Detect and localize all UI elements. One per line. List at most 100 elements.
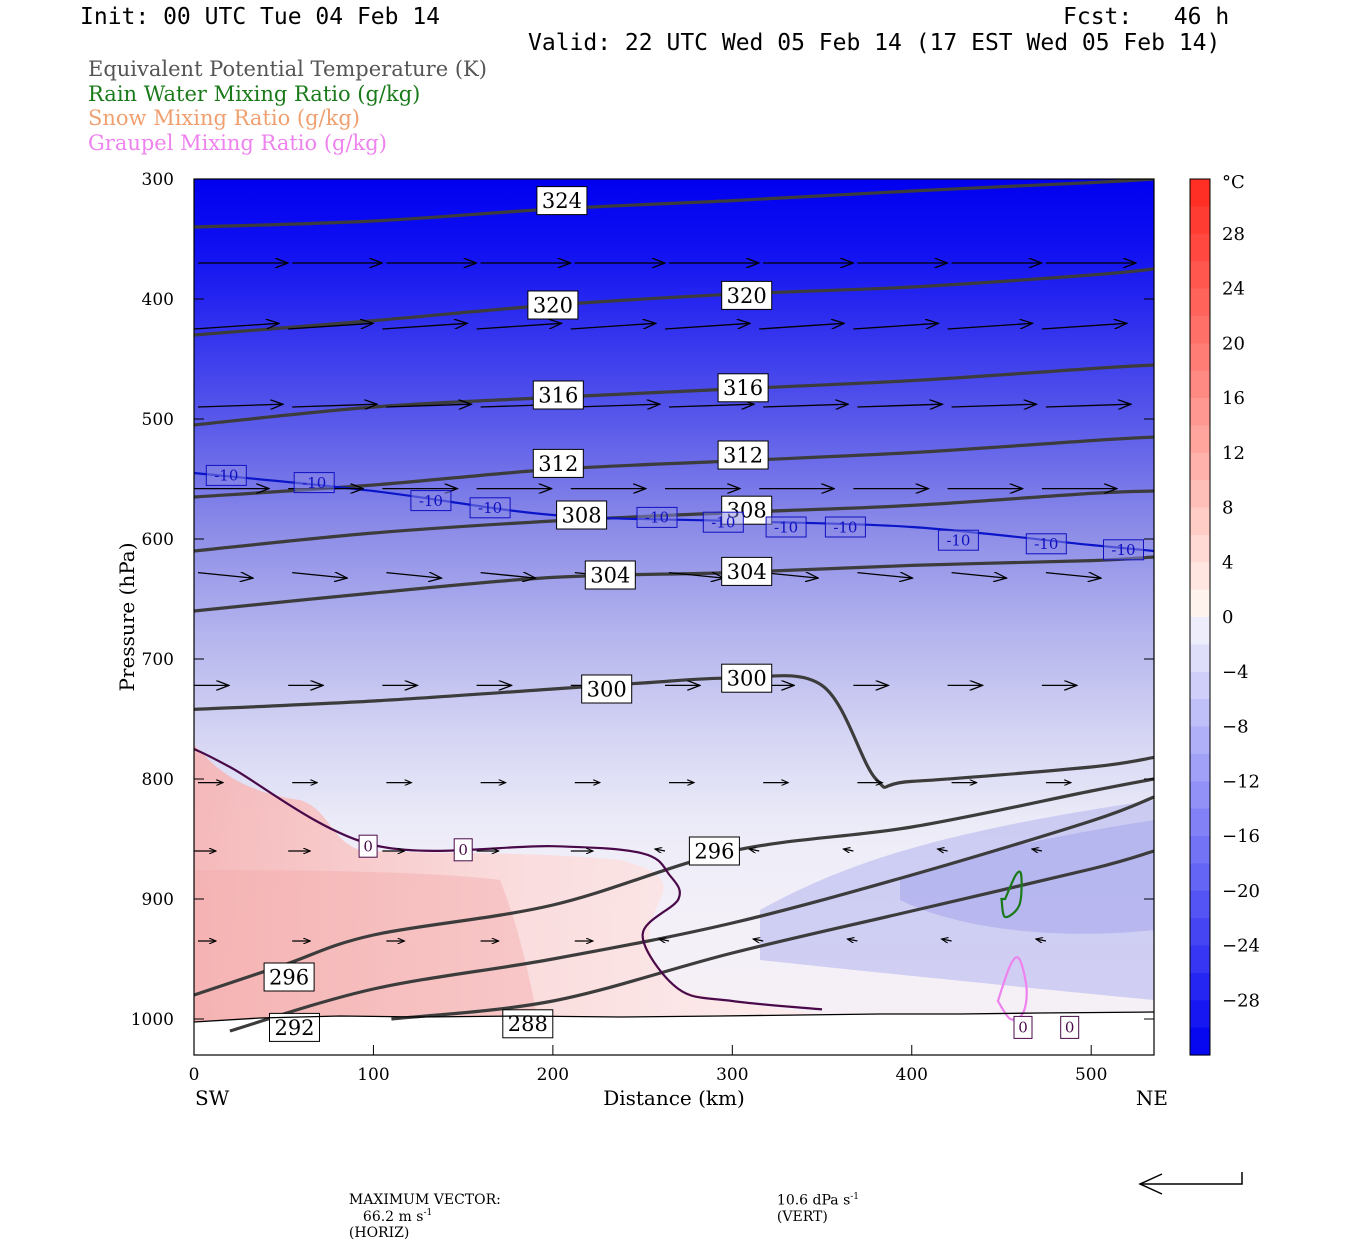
colorbar-swatch <box>1190 918 1210 947</box>
x-tick-label: 100 <box>357 1065 389 1085</box>
x-axis-right-end-label: NE <box>1136 1086 1168 1110</box>
colorbar-swatch <box>1190 534 1210 563</box>
contour-label: -10 <box>702 511 744 533</box>
wind-vector <box>942 939 952 941</box>
wind-vector <box>763 573 818 579</box>
contour-label-text: -10 <box>711 514 735 532</box>
contour-label-text: 300 <box>727 667 767 691</box>
y-tick-label: 900 <box>142 890 174 910</box>
contour-label: 300 <box>581 674 633 704</box>
reference-vector-arrow <box>1138 1172 1243 1195</box>
colorbar-tick-label: 28 <box>1222 224 1245 245</box>
wind-vector <box>659 939 670 941</box>
colorbar-tick-label: 12 <box>1222 443 1245 464</box>
contour-label: -10 <box>1025 533 1067 555</box>
wind-vector <box>1045 404 1131 407</box>
contour-label: 296 <box>688 836 740 866</box>
horiz-vector-suffix: (HORIZ) <box>348 1224 410 1241</box>
contour-label: 0 <box>358 834 378 858</box>
contour-label: 312 <box>532 448 584 478</box>
colorbar-swatch <box>1190 753 1210 782</box>
colorbar-swatch <box>1190 836 1210 864</box>
x-axis-label: Distance (km) <box>603 1086 745 1110</box>
contour-label-text: -10 <box>214 467 238 485</box>
contour-label: 316 <box>532 380 584 410</box>
wind-vector <box>292 404 377 407</box>
colorbar-swatch <box>1190 343 1210 372</box>
colorbar-tick-label: −20 <box>1222 881 1260 902</box>
contour-label: 312 <box>717 440 769 470</box>
contour-label-text: 320 <box>533 293 573 317</box>
contour-label: 320 <box>527 290 579 320</box>
colorbar-swatch <box>1190 863 1210 892</box>
contour-label-text: 324 <box>542 189 582 213</box>
theta-e-312-contour <box>194 435 1154 499</box>
contour-label: -10 <box>937 529 979 551</box>
y-axis-label: Pressure (hPa) <box>115 543 139 692</box>
y-tick-label: 300 <box>142 170 174 190</box>
y-tick-label: 700 <box>142 650 174 670</box>
axes: 300 400 500 600 700 800 900 1000 0 100 200 300 400 50… <box>115 170 1168 1110</box>
contour-label-text: 320 <box>727 284 767 308</box>
legend-theta-e: Equivalent Potential Temperature (K) <box>88 57 487 81</box>
vert-vector-value: 10.6 dPa s <box>776 1192 851 1209</box>
wind-vector <box>664 323 750 330</box>
surface-line <box>193 1011 1155 1023</box>
colorbar-swatch <box>1190 945 1210 974</box>
temperature-shading <box>194 179 1154 1055</box>
wind-vector <box>763 404 848 407</box>
wind-vector <box>857 404 942 407</box>
colorbar-swatch <box>1190 890 1210 919</box>
colorbar-swatch <box>1190 699 1210 728</box>
wind-vector <box>655 849 666 851</box>
colorbar-swatch <box>1190 370 1210 399</box>
colorbar-swatch <box>1190 808 1210 837</box>
wind-vector <box>668 404 754 407</box>
wind-vector <box>938 849 948 851</box>
x-tick-label: 200 <box>537 1065 569 1085</box>
contour-label-text: 308 <box>562 503 602 527</box>
graupel-contour <box>996 956 1028 1021</box>
colorbar-tick-label: −12 <box>1222 771 1260 792</box>
theta-e-324-contour <box>194 179 1154 229</box>
colorbar-tick-label: −4 <box>1222 662 1249 683</box>
x-tick-label: 300 <box>716 1065 748 1085</box>
colorbar-tick-label: −28 <box>1222 990 1260 1011</box>
forecast-hour: Fcst: 46 h <box>1063 4 1230 30</box>
contour-label: 296 <box>263 962 315 992</box>
legend-graupel: Graupel Mixing Ratio (g/kg) <box>88 131 387 155</box>
wind-vector <box>1036 939 1047 941</box>
y-tick-label: 500 <box>142 410 174 430</box>
wind-vector <box>668 573 724 579</box>
contour-label: -10 <box>636 506 678 528</box>
wind-vector <box>843 849 854 851</box>
contour-label: -10 <box>824 516 866 538</box>
contour-label-text: -10 <box>1111 541 1135 559</box>
colorbar-tick-label: 16 <box>1222 388 1245 409</box>
wind-vector <box>947 323 1033 330</box>
contour-label-text: 292 <box>274 1016 314 1040</box>
contour-label-text: 296 <box>694 839 734 863</box>
contour-label: 304 <box>721 556 773 586</box>
wind-vector <box>386 404 471 407</box>
legend-snow: Snow Mixing Ratio (g/kg) <box>88 106 360 130</box>
wind-vector <box>574 404 660 407</box>
colorbar-swatch <box>1190 589 1210 618</box>
colorbar-unit: °C <box>1222 172 1245 193</box>
contour-label-text: 300 <box>587 677 627 701</box>
wind-vector <box>386 573 441 579</box>
colorbar-tick-label: 8 <box>1222 498 1233 519</box>
colorbar-swatch <box>1190 452 1210 481</box>
wind-vector <box>197 404 283 407</box>
init-time: Init: 00 UTC Tue 04 Feb 14 <box>80 4 441 30</box>
contour-label-text: 0 <box>1018 1019 1028 1037</box>
theta-e-contours <box>194 179 1154 1033</box>
contour-label: 324 <box>536 186 588 216</box>
contour-label-text: -10 <box>774 518 798 536</box>
contour-label: -10 <box>410 490 452 512</box>
colorbar-swatch <box>1190 206 1210 235</box>
wind-vector <box>853 323 938 330</box>
wind-vector <box>847 939 858 941</box>
terrain <box>194 1012 1154 1055</box>
y-tick-label: 400 <box>142 290 174 310</box>
